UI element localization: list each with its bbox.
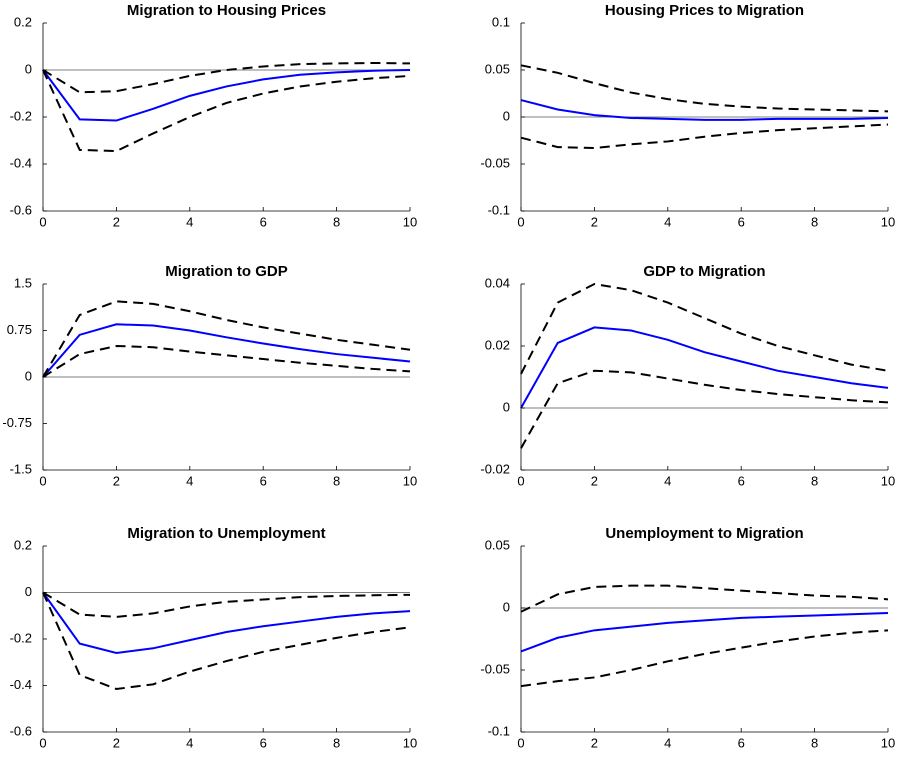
x-tick-label: 0 xyxy=(39,473,46,488)
x-tick-label: 10 xyxy=(881,214,895,229)
x-tick-label: 0 xyxy=(39,214,46,229)
irf-line xyxy=(42,323,411,378)
chart-title: Migration to Housing Prices xyxy=(127,2,326,19)
x-tick-label: 0 xyxy=(39,735,46,750)
y-tick-label: -0.4 xyxy=(10,677,32,692)
y-tick-label: 0.05 xyxy=(485,537,510,552)
y-tick-label: -0.2 xyxy=(10,108,32,123)
x-tick-label: 8 xyxy=(811,735,818,750)
irf-line xyxy=(42,69,411,153)
x-tick-label: 2 xyxy=(113,214,120,229)
x-tick-label: 2 xyxy=(591,735,598,750)
irf-line xyxy=(520,123,889,150)
x-tick-label: 6 xyxy=(738,735,745,750)
y-tick-label: 0 xyxy=(503,399,510,414)
y-tick-label: 1.5 xyxy=(14,275,32,290)
x-tick-label: 6 xyxy=(260,214,267,229)
x-tick-label: 2 xyxy=(591,473,598,488)
irf-line xyxy=(42,61,411,94)
x-tick-label: 10 xyxy=(403,214,417,229)
y-tick-label: 0.04 xyxy=(485,275,510,290)
y-tick-label: 0.2 xyxy=(14,537,32,552)
y-tick-label: -0.1 xyxy=(488,202,510,217)
y-tick-label: -0.4 xyxy=(10,155,32,170)
irf-line xyxy=(520,369,889,449)
x-tick-label: 2 xyxy=(113,735,120,750)
y-tick-label: -0.05 xyxy=(480,155,510,170)
y-tick-label: -0.05 xyxy=(480,661,510,676)
irf-line xyxy=(42,69,411,122)
x-tick-label: 2 xyxy=(591,214,598,229)
x-tick-label: 4 xyxy=(664,214,671,229)
x-tick-label: 10 xyxy=(881,473,895,488)
x-tick-label: 10 xyxy=(881,735,895,750)
x-tick-label: 8 xyxy=(333,214,340,229)
irf-line xyxy=(520,64,889,113)
x-tick-label: 4 xyxy=(186,214,193,229)
irf-line xyxy=(520,611,889,653)
irf-line xyxy=(520,584,889,613)
y-tick-label: -0.2 xyxy=(10,630,32,645)
y-tick-label: -0.75 xyxy=(2,415,32,430)
chart-title: Migration to Unemployment xyxy=(127,525,325,542)
y-tick-label: 0.05 xyxy=(485,61,510,76)
x-tick-label: 2 xyxy=(113,473,120,488)
irf-line xyxy=(520,629,889,688)
irf-line xyxy=(520,99,889,121)
y-tick-label: 0 xyxy=(503,108,510,123)
y-tick-label: 0.02 xyxy=(485,337,510,352)
x-tick-label: 6 xyxy=(260,735,267,750)
x-tick-label: 10 xyxy=(403,735,417,750)
x-tick-label: 8 xyxy=(333,735,340,750)
x-tick-label: 10 xyxy=(403,473,417,488)
irf-line xyxy=(42,344,411,378)
y-tick-label: -0.02 xyxy=(480,461,510,476)
y-tick-label: 0 xyxy=(25,61,32,76)
irf-line xyxy=(520,326,889,409)
x-tick-label: 8 xyxy=(811,473,818,488)
x-tick-label: 4 xyxy=(664,473,671,488)
chart-title: Unemployment to Migration xyxy=(605,525,803,542)
y-tick-label: 0.75 xyxy=(7,322,32,337)
y-tick-label: 0.1 xyxy=(492,14,510,29)
chart-title: Migration to GDP xyxy=(165,263,288,280)
x-tick-label: 4 xyxy=(664,735,671,750)
y-tick-label: -0.6 xyxy=(10,202,32,217)
x-tick-label: 6 xyxy=(738,214,745,229)
x-tick-label: 6 xyxy=(738,473,745,488)
x-tick-label: 8 xyxy=(333,473,340,488)
x-tick-label: 0 xyxy=(517,473,524,488)
irf-line xyxy=(42,591,411,618)
y-tick-label: 0.2 xyxy=(14,14,32,29)
irf-line xyxy=(42,591,411,654)
irf-line xyxy=(42,300,411,378)
chart-title: GDP to Migration xyxy=(643,263,765,280)
irf-line xyxy=(520,282,889,375)
x-tick-label: 0 xyxy=(517,735,524,750)
y-tick-label: -0.1 xyxy=(488,723,510,738)
y-tick-label: 0 xyxy=(503,599,510,614)
irf-line xyxy=(42,592,411,691)
x-tick-label: 8 xyxy=(811,214,818,229)
x-tick-label: 6 xyxy=(260,473,267,488)
y-tick-label: -1.5 xyxy=(10,461,32,476)
y-tick-label: 0 xyxy=(25,368,32,383)
x-tick-label: 4 xyxy=(186,473,193,488)
y-tick-label: -0.6 xyxy=(10,723,32,738)
x-tick-label: 4 xyxy=(186,735,193,750)
y-tick-label: 0 xyxy=(25,584,32,599)
x-tick-label: 0 xyxy=(517,214,524,229)
chart-title: Housing Prices to Migration xyxy=(605,2,804,19)
